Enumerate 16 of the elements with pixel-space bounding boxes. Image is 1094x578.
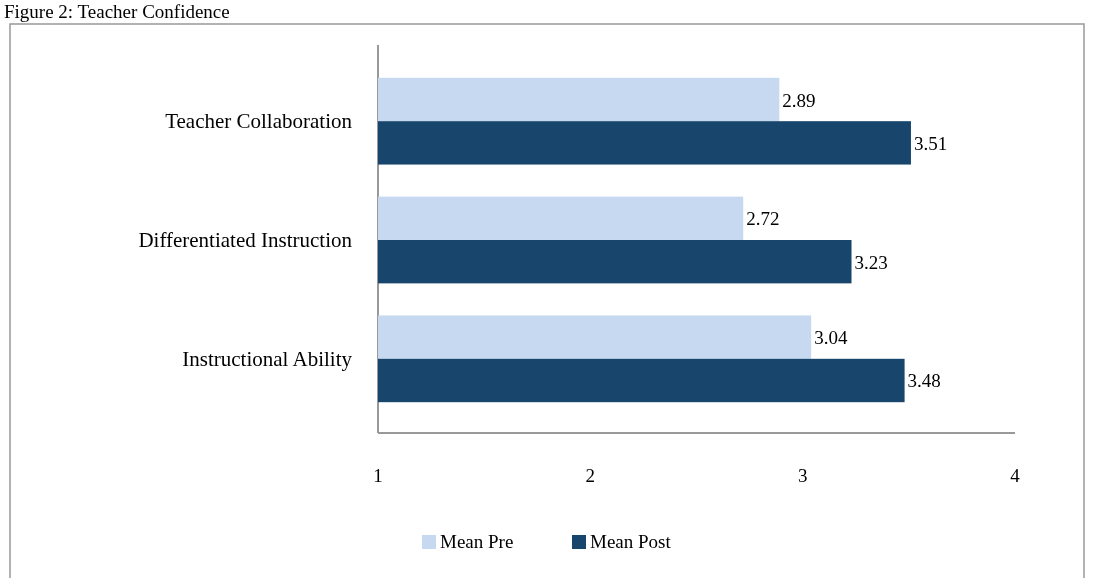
data-label: 3.48 [907,370,941,392]
legend-label: Mean Pre [440,531,514,552]
x-tick-label: 3 [797,465,808,486]
x-tick-label: 2 [585,465,596,486]
text: Figure 2: Teacher Confidence [4,1,230,22]
data-label: 2.72 [746,208,780,230]
data-label: 3.23 [854,251,888,273]
y-tick-label: Teacher Collaboration [165,109,353,134]
data-label: 3.51 [913,132,948,154]
data-label: 2.89 [782,89,816,111]
x-tick-label: 4 [1010,465,1021,486]
x-tick-label: 1 [373,465,383,486]
y-tick-label: Instructional Ability [182,346,353,371]
data-label: 3.04 [814,327,848,349]
y-tick-label: Differentiated Instruction [138,228,353,252]
legend-label: Mean Post [590,531,672,552]
